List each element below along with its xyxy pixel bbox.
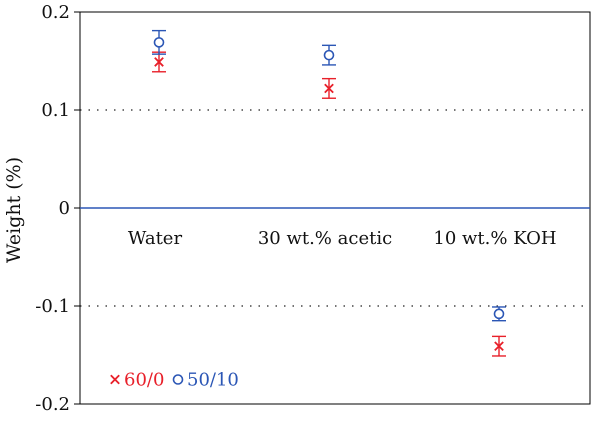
legend-label: 50/10 (187, 370, 239, 391)
y-tick-label: 0.2 (41, 2, 70, 23)
legend-marker (172, 374, 184, 385)
y-tick-label: 0 (59, 198, 70, 219)
y-tick-label: -0.2 (35, 394, 70, 415)
category-label: Water (128, 228, 183, 249)
data-point (323, 49, 335, 61)
y-tick-label: 0.1 (41, 100, 70, 121)
category-label: 10 wt.% KOH (433, 228, 556, 249)
legend-marker (110, 374, 120, 385)
y-axis-label: Weight (%) (3, 157, 25, 263)
series-50/10 (152, 29, 506, 322)
legend-entry: 50/10 (172, 370, 239, 391)
data-point-stroke (494, 341, 504, 352)
category-label: 30 wt.% acetic (258, 228, 392, 249)
data-point (153, 37, 165, 48)
legend-entry: 60/0 (110, 370, 164, 391)
grid-layer (80, 109, 590, 307)
data-point (324, 83, 334, 94)
data-point-stroke (154, 57, 164, 67)
data-point-stroke (324, 83, 334, 94)
axis-layer (79, 11, 591, 405)
series-60/0 (152, 51, 506, 357)
series-layer (152, 29, 506, 357)
data-point (493, 308, 505, 320)
data-point (494, 341, 504, 352)
category-layer: Water 30 wt.% acetic 10 wt.% KOH (128, 228, 557, 249)
data-point (154, 57, 164, 67)
legend-label: 60/0 (124, 370, 164, 391)
tick-layer: 0.2 0.1 0 -0.1 -0.2 (35, 2, 80, 415)
legend-layer: 60/0 50/10 (110, 370, 239, 391)
y-tick-label: -0.1 (35, 296, 70, 317)
